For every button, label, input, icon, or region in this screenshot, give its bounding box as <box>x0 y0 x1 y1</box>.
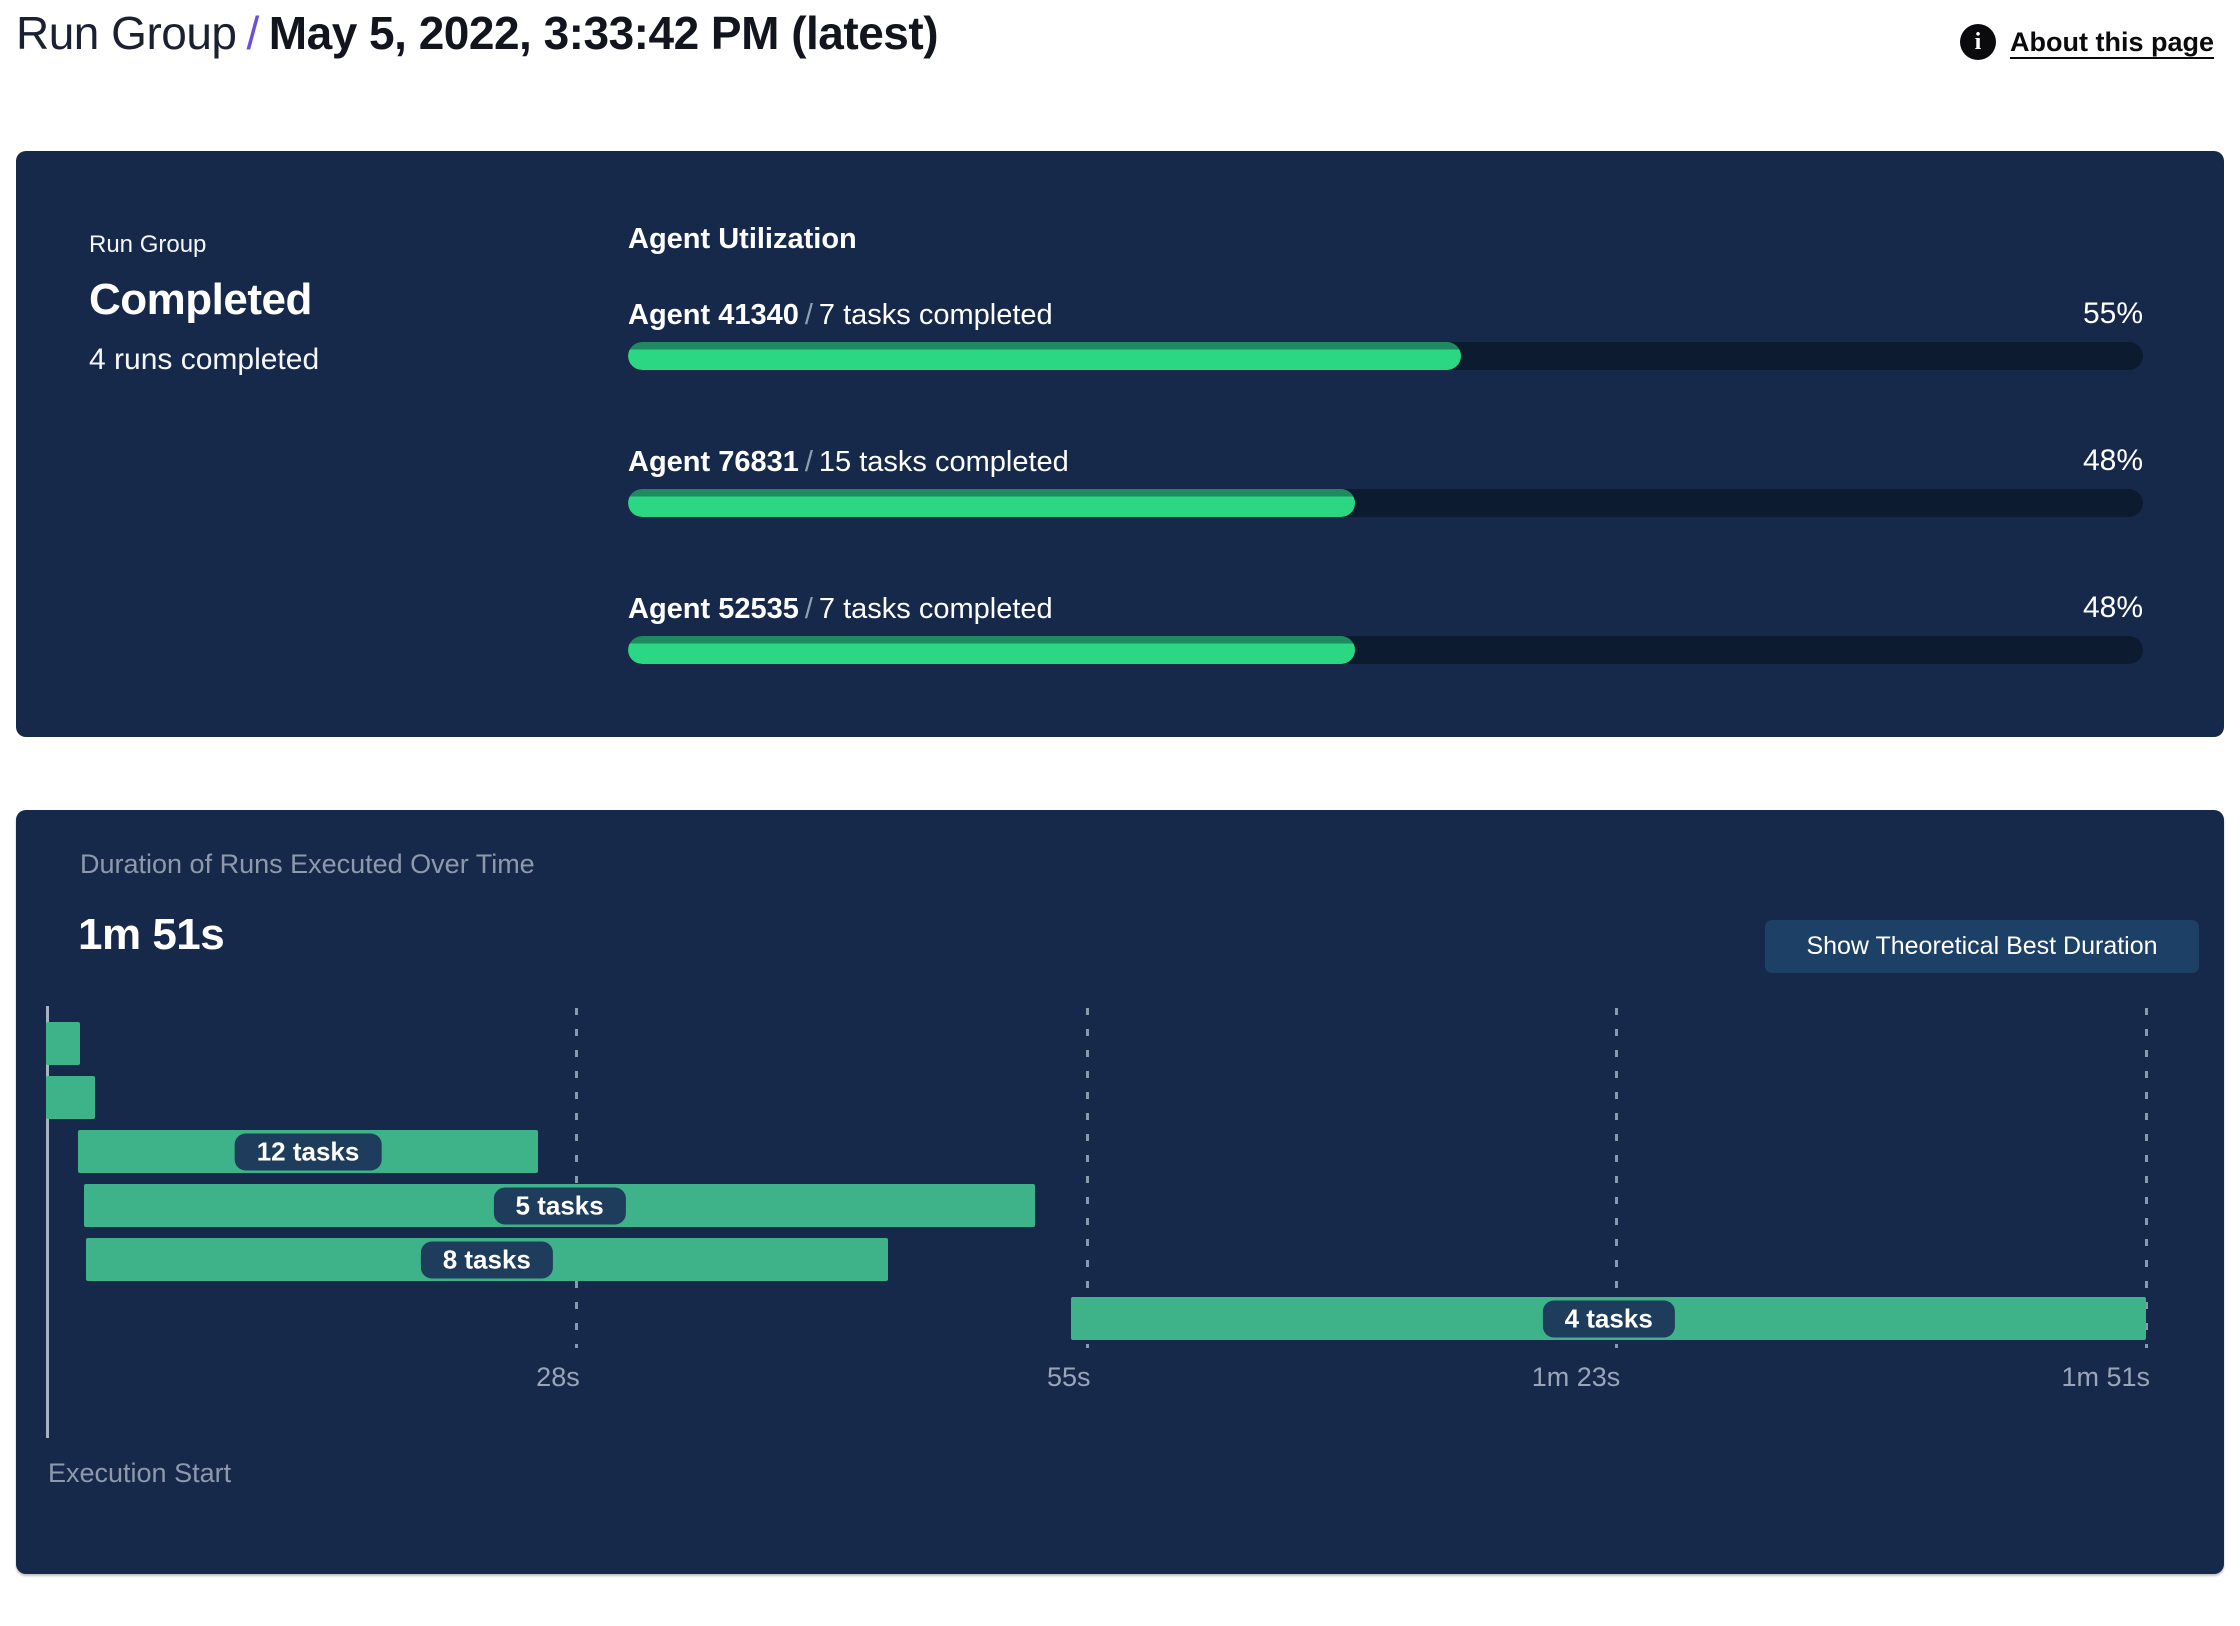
breadcrumb-run-group[interactable]: Run Group <box>16 7 237 59</box>
agent-tasks-completed: 7 tasks completed <box>818 299 1053 331</box>
agent-utilization-section: Agent Utilization Agent 41340/7 tasks co… <box>628 151 2159 737</box>
agent-utilization-percent: 48% <box>2082 444 2143 477</box>
breadcrumb-separator: / <box>246 7 260 59</box>
utilization-progressbar-track <box>628 636 2143 664</box>
agent-name: Agent 41340 <box>628 299 799 331</box>
time-gridline <box>1615 1008 1619 1348</box>
agent-separator: / <box>804 593 813 625</box>
agent-tasks-completed: 15 tasks completed <box>818 446 1069 478</box>
page-header: Run Group / May 5, 2022, 3:33:42 PM (lates… <box>0 0 2240 96</box>
duration-chart-title: Duration of Runs Executed Over Time <box>80 849 535 879</box>
about-link[interactable]: About this page <box>2010 26 2214 57</box>
run-group-label: Run Group <box>89 231 207 258</box>
agent-row: Agent 41340/7 tasks completed 55% <box>628 297 2143 370</box>
breadcrumb: Run Group / May 5, 2022, 3:33:42 PM (lates… <box>16 6 939 60</box>
utilization-progressbar-fill <box>628 636 1356 664</box>
agent-utilization-title: Agent Utilization <box>628 223 857 255</box>
runs-completed-count: 4 runs completed <box>89 343 320 376</box>
run-duration-bar[interactable] <box>46 1076 96 1119</box>
run-duration-bar[interactable]: 5 tasks <box>83 1184 1036 1227</box>
utilization-progressbar-fill <box>628 342 1462 370</box>
task-count-pill: 4 tasks <box>1542 1300 1675 1337</box>
execution-start-axis-line <box>46 1006 49 1438</box>
time-tick-label: 55s <box>1046 1362 1091 1392</box>
agent-utilization-percent: 48% <box>2082 591 2143 624</box>
page-title: May 5, 2022, 3:33:42 PM (latest) <box>268 7 939 59</box>
gantt-chart: Execution Start 28s 55s 1m 23s 1m 51s 12 tas… <box>16 810 2224 1574</box>
agent-row: Agent 52535/7 tasks completed 48% <box>628 591 2143 664</box>
agent-label: Agent 41340/7 tasks completed 55% <box>628 297 2143 339</box>
agent-tasks-completed: 7 tasks completed <box>818 593 1053 625</box>
about-this-page[interactable]: i About this page <box>1960 24 2214 60</box>
show-theoretical-best-duration-button[interactable]: Show Theoretical Best Duration <box>1765 920 2199 973</box>
run-duration-bar[interactable]: 12 tasks <box>78 1130 538 1173</box>
run-duration-bar[interactable]: 8 tasks <box>85 1238 888 1281</box>
run-group-status: Completed <box>89 275 312 324</box>
agent-separator: / <box>804 299 813 331</box>
total-duration-value: 1m 51s <box>78 910 225 959</box>
time-tick-label: 28s <box>536 1362 580 1392</box>
run-group-summary-panel: Run Group Completed 4 runs completed Age… <box>16 151 2224 737</box>
time-tick-label: 1m 23s <box>1531 1362 1621 1392</box>
time-gridline <box>2145 1008 2148 1348</box>
agent-label: Agent 52535/7 tasks completed 48% <box>628 591 2143 633</box>
time-gridline <box>574 1008 578 1348</box>
task-count-pill: 5 tasks <box>493 1187 626 1224</box>
task-count-pill: 12 tasks <box>234 1133 382 1170</box>
run-group-summary: Run Group Completed 4 runs completed <box>89 231 319 377</box>
agent-row: Agent 76831/15 tasks completed 48% <box>628 444 2143 517</box>
time-gridline <box>1085 1008 1089 1348</box>
agent-name: Agent 52535 <box>628 593 799 625</box>
agent-name: Agent 76831 <box>628 446 799 478</box>
agent-separator: / <box>804 446 813 478</box>
time-tick-label: 1m 51s <box>2061 1362 2150 1392</box>
run-duration-bar[interactable]: 4 tasks <box>1071 1297 2146 1340</box>
duration-panel: Duration of Runs Executed Over Time 1m 5… <box>16 810 2224 1574</box>
agent-utilization-percent: 55% <box>2082 297 2143 330</box>
info-icon[interactable]: i <box>1960 24 1996 60</box>
utilization-progressbar-track <box>628 342 2143 370</box>
utilization-progressbar-fill <box>628 489 1356 517</box>
utilization-progressbar-track <box>628 489 2143 517</box>
task-count-pill: 8 tasks <box>420 1241 553 1278</box>
execution-start-label: Execution Start <box>48 1458 232 1488</box>
run-duration-bar[interactable] <box>46 1022 81 1065</box>
agent-label: Agent 76831/15 tasks completed 48% <box>628 444 2143 486</box>
